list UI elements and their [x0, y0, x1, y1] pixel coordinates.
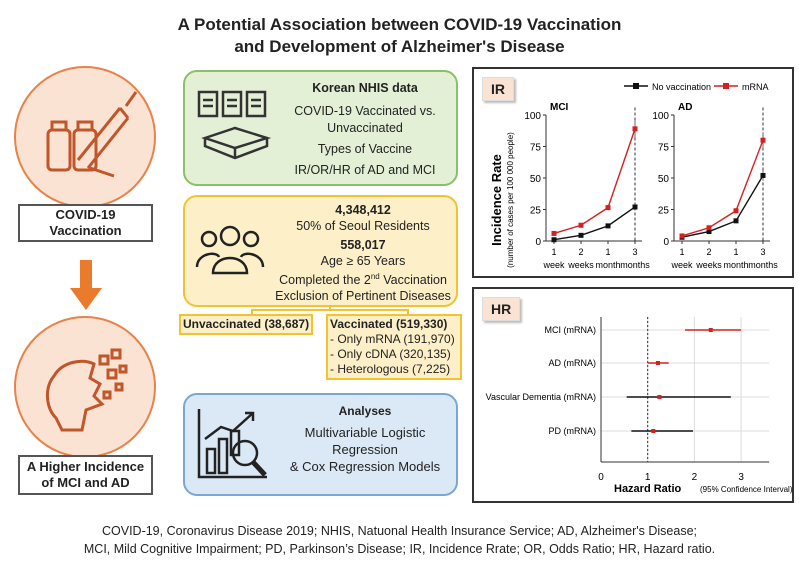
x-tick-label: 3 — [738, 472, 744, 483]
vaccine-syringe-icon — [46, 91, 138, 178]
hr-chart: 0 1 2 3 MCI (mRNA) AD (mRNA) Vascular Dementia… — [486, 317, 792, 495]
data-point — [605, 223, 611, 229]
x-tick-label: 3 — [760, 247, 765, 257]
data-point — [733, 218, 739, 224]
x-tick-label: 2 — [692, 472, 698, 483]
vaccine-circle — [14, 66, 156, 208]
x-tick-label: months — [620, 260, 650, 270]
x-tick-label: 2 — [578, 247, 583, 257]
y-tick-label: 25 — [658, 206, 670, 217]
x-tick-label: 1 — [605, 247, 610, 257]
y-axis-label: Incidence Rate — [489, 154, 504, 246]
x-tick-label: month — [723, 260, 748, 270]
y-tick-label: 50 — [658, 174, 670, 185]
data-point — [605, 205, 611, 211]
hr-panel: HR 0 1 2 3 MCI (mRNA) AD (mRNA) Vascular Demen… — [472, 287, 794, 503]
subplot-title: AD — [678, 102, 692, 113]
hr-point — [651, 429, 656, 433]
nhis-data-box: Korean NHIS data COVID-19 Vaccinated vs.… — [183, 70, 458, 186]
x-tick-label: weeks — [567, 260, 594, 270]
x-tick-label: month — [595, 260, 620, 270]
data-point — [706, 225, 712, 231]
cohort-box: 4,348,412 50% of Seoul Residents 558,017… — [183, 195, 458, 307]
data-point — [578, 222, 584, 228]
data-point — [551, 230, 557, 236]
database-documents-icon — [197, 90, 272, 160]
y-tick-label: 100 — [524, 111, 541, 122]
data-point — [632, 204, 638, 210]
legend-label: No vaccination — [652, 82, 711, 92]
legend-label: mRNA — [742, 82, 769, 92]
series-line-mrna — [553, 128, 636, 235]
data-point — [632, 126, 638, 132]
ir-tag: IR — [482, 77, 514, 101]
hr-point — [655, 361, 660, 365]
brain-circle — [14, 316, 156, 458]
data-point — [733, 208, 739, 214]
higher-incidence-label: A Higher Incidence of MCI and AD — [18, 455, 153, 495]
footnote: COVID-19, Coronavirus Disease 2019; NHIS… — [83, 524, 716, 556]
legend-marker — [633, 83, 639, 89]
data-point — [760, 137, 766, 143]
y-tick-label: 75 — [530, 143, 542, 154]
x-tick-label: 3 — [632, 247, 637, 257]
x-axis-sublabel: (95% Confidence Interval) — [700, 485, 792, 494]
legend-marker — [723, 83, 729, 89]
unvaccinated-box: Unvaccinated (38,687) — [179, 314, 314, 335]
people-group-icon — [195, 225, 265, 275]
page-title: A Potential Association between COVID-19… — [177, 15, 622, 56]
down-arrow-icon — [70, 260, 102, 310]
split-connector — [251, 306, 409, 316]
subplot-title: MCI — [550, 102, 569, 113]
x-tick-label: week — [670, 260, 693, 270]
hr-point — [708, 328, 713, 332]
row-label: AD (mRNA) — [549, 358, 597, 368]
hr-tag: HR — [482, 297, 521, 321]
x-tick-label: 0 — [598, 472, 604, 483]
data-point — [760, 172, 766, 178]
analyses-box: Analyses Multivariable Logistic Regressio… — [183, 393, 458, 496]
ir-panel: IR No vaccination mRNA Incidence Rate (numb… — [472, 67, 794, 278]
x-tick-label: 2 — [706, 247, 711, 257]
y-tick-label: 75 — [658, 143, 670, 154]
data-point — [679, 233, 685, 239]
analytics-magnifier-icon — [197, 409, 267, 479]
row-label: PD (mRNA) — [549, 426, 597, 436]
y-tick-label: 50 — [530, 174, 542, 185]
y-tick-label: 100 — [652, 111, 669, 122]
x-tick-label: 1 — [645, 472, 651, 483]
x-tick-label: week — [542, 260, 565, 270]
x-tick-label: 1 — [733, 247, 738, 257]
ir-chart: No vaccination mRNA Incidence Rate (number … — [489, 82, 778, 270]
data-point — [578, 232, 584, 238]
series-line-no-vaccination — [681, 175, 764, 238]
y-axis-sublabel: (number of cases per 100 000 people) — [506, 132, 515, 268]
row-label: MCI (mRNA) — [545, 325, 597, 335]
series-line-no-vaccination — [553, 206, 636, 241]
x-tick-label: months — [748, 260, 778, 270]
covid-vaccination-label: COVID-19 Vaccination — [18, 204, 153, 242]
x-tick-label: 1 — [551, 247, 556, 257]
row-label: Vascular Dementia (mRNA) — [486, 392, 596, 402]
series-line-mrna — [681, 139, 764, 237]
hr-point — [657, 395, 662, 399]
vaccinated-box: Vaccinated (519,330) - Only mRNA (191,97… — [326, 314, 462, 380]
x-tick-label: weeks — [695, 260, 722, 270]
y-tick-label: 25 — [530, 206, 542, 217]
y-tick-label: 0 — [663, 237, 669, 248]
data-point — [551, 237, 557, 243]
nhis-title: Korean NHIS data — [312, 81, 418, 95]
data-point — [706, 229, 712, 235]
y-tick-label: 0 — [535, 237, 541, 248]
x-axis-label: Hazard Ratio — [614, 483, 682, 495]
brain-icon — [46, 348, 128, 432]
x-tick-label: 1 — [679, 247, 684, 257]
